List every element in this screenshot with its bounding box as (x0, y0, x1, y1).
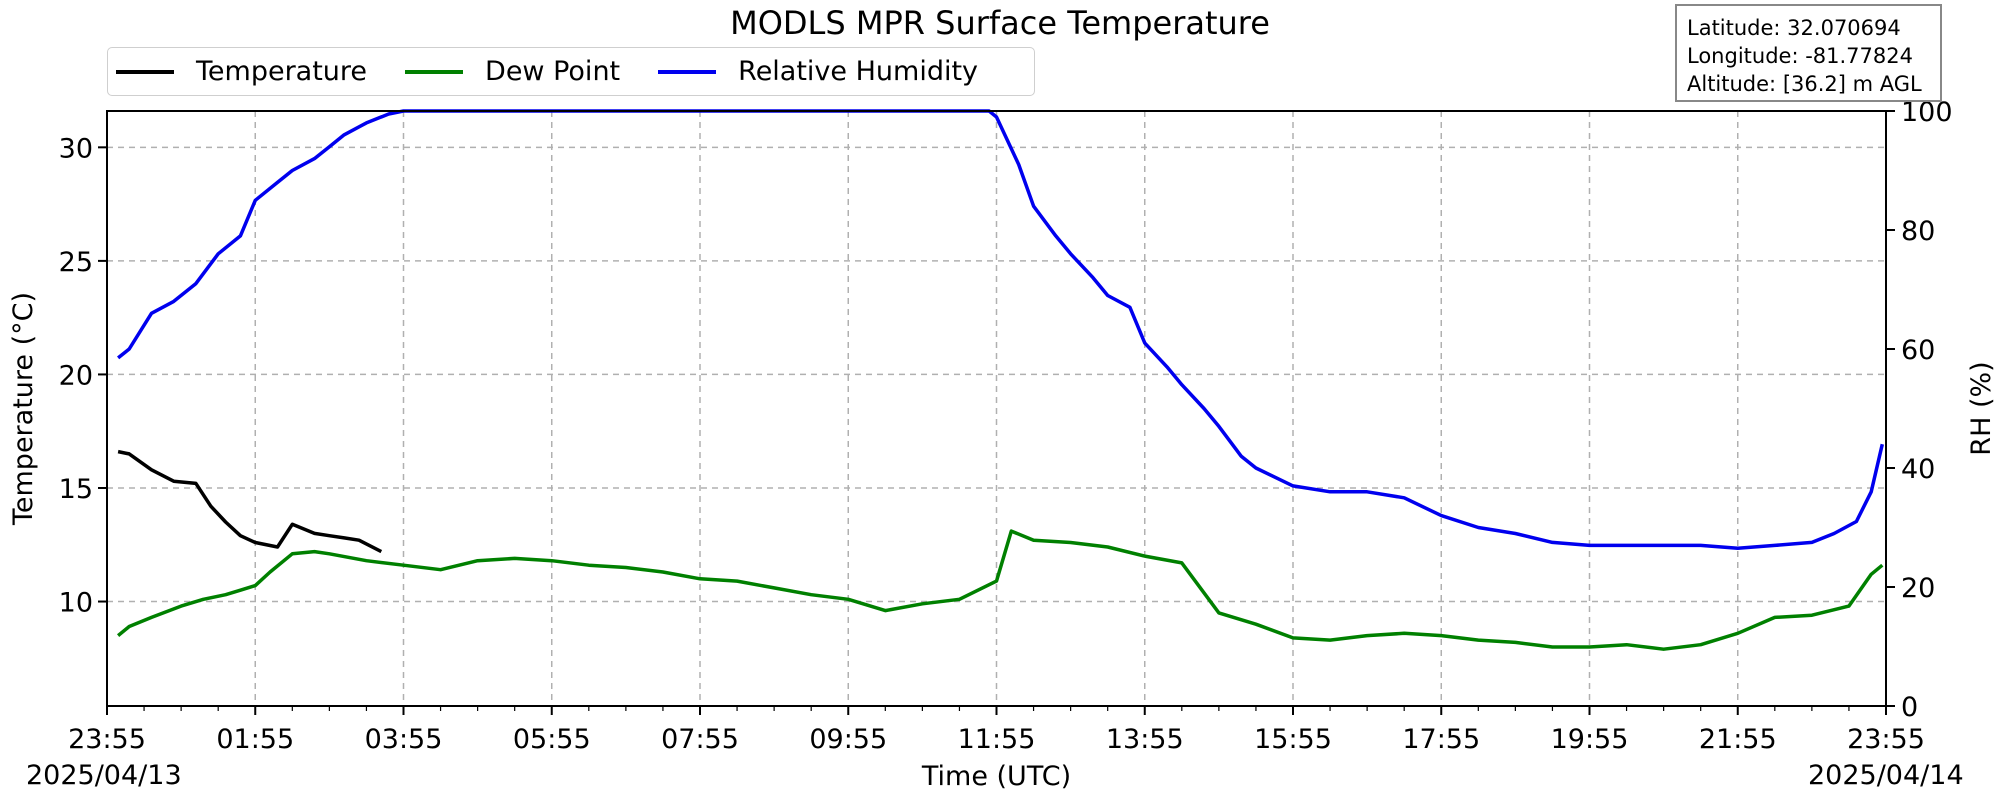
legend-swatch-temperature (116, 69, 174, 74)
x-tick-label: 11:55 (958, 724, 1036, 755)
y-tick-label: 20 (59, 360, 93, 391)
x-tick-label: 17:55 (1402, 724, 1480, 755)
y-tick-label: 30 (59, 133, 93, 164)
legend-item-relative-humidity: Relative Humidity (658, 56, 978, 87)
legend-item-dew-point: Dew Point (405, 56, 620, 87)
longitude-label: Longitude: -81.77824 (1687, 44, 1913, 68)
legend-label-relative-humidity: Relative Humidity (738, 56, 979, 87)
y2-tick-label: 100 (1901, 97, 1953, 128)
chart-title: MODLS MPR Surface Temperature (730, 4, 1270, 42)
legend-swatch-relative-humidity (658, 69, 717, 74)
station-info-box: Latitude: 32.070694 Longitude: -81.77824… (1675, 4, 1942, 102)
x-tick-label: 23:55 (68, 724, 146, 755)
y2-tick-label: 80 (1901, 216, 1935, 247)
y2-tick-label: 60 (1901, 335, 1935, 366)
y2-tick-label: 40 (1901, 454, 1935, 485)
y2-tick-label: 20 (1901, 573, 1935, 604)
legend: Temperature Dew Point Relative Humidity (107, 47, 1035, 96)
x-tick-label: 05:55 (513, 724, 591, 755)
legend-swatch-dew-point (405, 69, 464, 74)
legend-item-temperature: Temperature (116, 56, 367, 87)
legend-label-temperature: Temperature (196, 56, 368, 87)
x-tick-label: 09:55 (809, 724, 887, 755)
start-date-label: 2025/04/13 (26, 760, 182, 791)
relative-humidity-line (117, 109, 1885, 551)
x-tick-label: 13:55 (1106, 724, 1184, 755)
y2-axis-title: RH (%) (1966, 361, 1997, 455)
y-tick-label: 15 (59, 474, 93, 505)
altitude-label: Altitude: [36.2] m AGL (1687, 72, 1922, 96)
y-axis-title: Temperature (°C) (8, 292, 39, 526)
legend-label-dew-point: Dew Point (485, 56, 621, 87)
x-tick-label: 19:55 (1551, 724, 1629, 755)
y2-tick-label: 0 (1901, 692, 1918, 723)
x-axis-title: Time (UTC) (921, 761, 1071, 792)
x-tick-label: 01:55 (216, 724, 294, 755)
x-tick-label: 07:55 (661, 724, 739, 755)
y-tick-label: 25 (59, 247, 93, 278)
x-tick-label: 21:55 (1699, 724, 1777, 755)
y-tick-label: 10 (59, 588, 93, 619)
x-tick-label: 23:55 (1847, 724, 1925, 755)
dew-point-line (116, 529, 1884, 651)
end-date-label: 2025/04/14 (1808, 760, 1964, 791)
latitude-label: Latitude: 32.070694 (1687, 16, 1901, 40)
temperature-line (117, 449, 383, 554)
x-tick-label: 15:55 (1254, 724, 1332, 755)
x-tick-label: 03:55 (365, 724, 443, 755)
